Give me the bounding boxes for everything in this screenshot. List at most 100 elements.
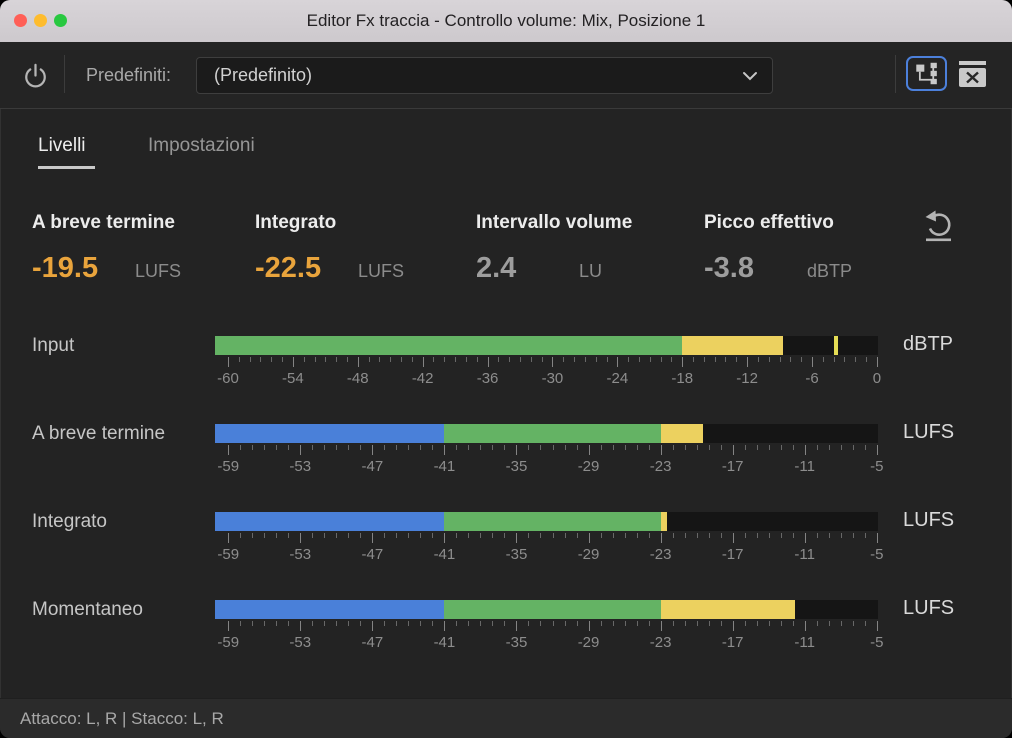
tick-label: -5: [870, 634, 884, 651]
tick: [844, 357, 846, 362]
tick: [455, 357, 457, 362]
tick: [433, 357, 435, 362]
meter-row: Momentaneo -59 -53 -47 -41 -35 -29 -23 -17 -11 -5 L…: [0, 582, 1012, 670]
tick: [372, 445, 374, 455]
tick: [720, 621, 722, 626]
stat-unit: dBTP: [807, 261, 853, 281]
status-bar: Attacco: L, R | Stacco: L, R: [0, 698, 1012, 738]
tick: [312, 445, 314, 450]
meter-scale-labels: -59 -53 -47 -41 -35 -29 -23 -17 -11 -5: [215, 634, 883, 652]
tick: [300, 533, 302, 543]
meter-scale-labels: -59 -53 -47 -41 -35 -29 -23 -17 -11 -5: [215, 458, 883, 476]
tick: [606, 357, 608, 362]
tick-label: -59: [217, 458, 240, 475]
tick: [252, 533, 254, 538]
stat-label: Integrato: [255, 212, 337, 233]
meter-segment-yellow: [682, 336, 783, 355]
tick: [468, 621, 470, 626]
tick: [390, 357, 392, 362]
tab-bar: Livelli Impostazioni: [0, 109, 1012, 182]
tick: [528, 445, 530, 450]
tick-label: -23: [649, 634, 672, 651]
tick: [876, 621, 878, 631]
zoom-window-button[interactable]: [54, 14, 67, 27]
fx-bypass-button[interactable]: [16, 56, 54, 94]
tick: [720, 533, 722, 538]
tick: [420, 621, 422, 626]
tick: [432, 533, 434, 538]
tick: [576, 445, 578, 450]
tick: [768, 533, 770, 538]
tick: [480, 445, 482, 450]
meter-segment-blue: [215, 512, 445, 531]
tick: [260, 357, 262, 362]
tick: [238, 357, 240, 362]
tick: [379, 357, 381, 362]
tick: [396, 621, 398, 626]
tick: [357, 357, 359, 367]
tick: [324, 621, 326, 626]
tick-label: -41: [433, 546, 456, 563]
toolbar-divider: [64, 55, 65, 93]
tick: [396, 445, 398, 450]
tick: [420, 445, 422, 450]
tick: [271, 357, 273, 362]
tab-livelli[interactable]: Livelli: [38, 135, 86, 156]
tick-label: -17: [721, 634, 744, 651]
tick: [574, 357, 576, 362]
tab-impostazioni[interactable]: Impostazioni: [148, 135, 255, 156]
tick-label: -29: [577, 458, 600, 475]
tick: [636, 621, 638, 626]
meter-segment-yellow: [660, 424, 703, 443]
tick: [336, 357, 338, 362]
meter-scale-labels: -59 -53 -47 -41 -35 -29 -23 -17 -11 -5: [215, 546, 883, 564]
meter-row: A breve termine -59 -53 -47 -41 -35 -29 -23 -17-…: [0, 406, 1012, 494]
meter-segment-green: [444, 512, 661, 531]
meter-track: [215, 600, 878, 619]
tick: [282, 357, 284, 362]
tick: [228, 445, 230, 455]
tick: [540, 533, 542, 538]
meter-segment-blue: [215, 424, 445, 443]
tick: [816, 533, 818, 538]
tick: [624, 533, 626, 538]
tick: [480, 621, 482, 626]
tick: [852, 533, 854, 538]
tick: [864, 533, 866, 538]
tick: [636, 445, 638, 450]
tick: [600, 445, 602, 450]
reset-measurement-button[interactable]: [916, 202, 964, 250]
tick: [600, 621, 602, 626]
tick: [252, 621, 254, 626]
tick: [588, 621, 590, 631]
channel-routing-button[interactable]: [906, 56, 947, 91]
tick-label: -47: [361, 546, 384, 563]
tick-label: -60: [217, 370, 239, 387]
tick: [264, 621, 266, 626]
tick: [528, 533, 530, 538]
tick: [492, 621, 494, 626]
stat-unit: LU: [579, 261, 603, 281]
tick: [584, 357, 586, 362]
minimize-window-button[interactable]: [34, 14, 47, 27]
tick: [876, 533, 878, 543]
tick: [780, 445, 782, 450]
tick: [552, 533, 554, 538]
meter-segment-blue: [215, 600, 445, 619]
meter-segment-green: [444, 424, 661, 443]
tick: [648, 533, 650, 538]
tick: [744, 621, 746, 626]
tick: [336, 445, 338, 450]
tick: [360, 445, 362, 450]
tick: [408, 621, 410, 626]
tick: [828, 533, 830, 538]
close-window-button[interactable]: [14, 14, 27, 27]
tick: [648, 621, 650, 626]
tick: [348, 533, 350, 538]
tick: [804, 621, 806, 631]
tick: [612, 445, 614, 450]
tick-label: -29: [577, 634, 600, 651]
tick: [564, 621, 566, 626]
preset-dropdown[interactable]: (Predefinito): [196, 57, 773, 94]
clear-effects-button[interactable]: [955, 59, 990, 89]
